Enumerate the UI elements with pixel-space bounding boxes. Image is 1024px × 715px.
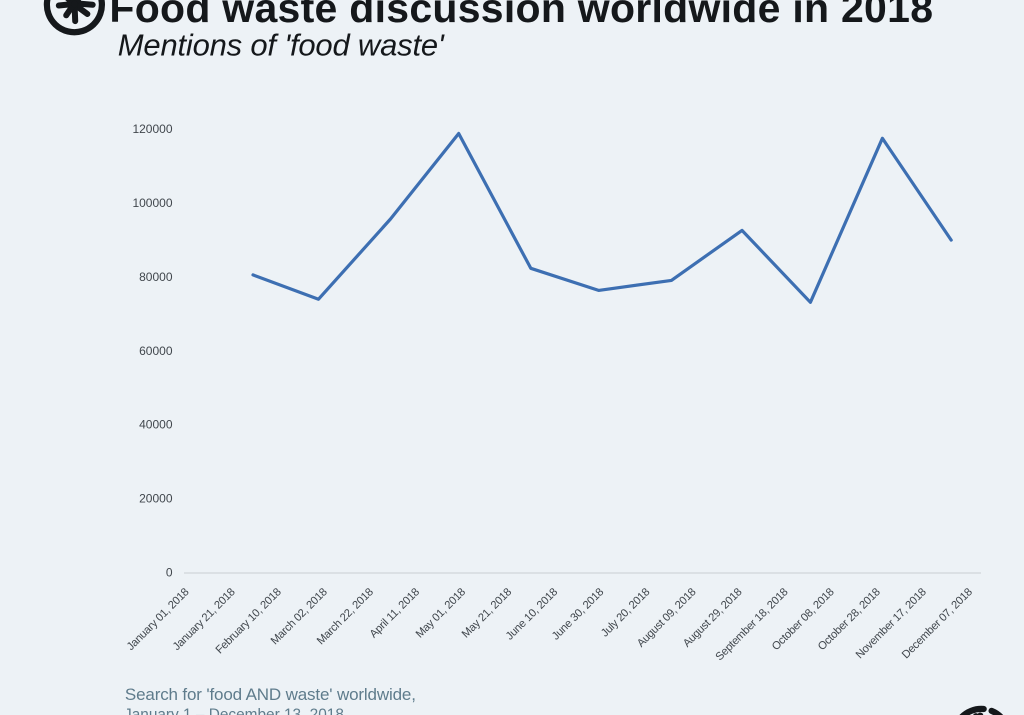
- svg-text:20000: 20000: [139, 492, 173, 506]
- svg-text:120000: 120000: [132, 122, 172, 136]
- svg-text:80000: 80000: [139, 270, 173, 284]
- svg-text:40000: 40000: [139, 418, 173, 432]
- svg-text:Search for 'food AND waste' wo: Search for 'food AND waste' worldwide,: [125, 685, 416, 704]
- svg-text:100000: 100000: [132, 196, 172, 210]
- svg-text:0: 0: [166, 566, 173, 580]
- svg-text:Mentions of 'food waste': Mentions of 'food waste': [118, 28, 445, 63]
- svg-text:Food waste discussion worldwid: Food waste discussion worldwide in 2018: [109, 0, 933, 31]
- svg-text:60000: 60000: [139, 344, 173, 358]
- svg-text:January 1 – December 13, 2018: January 1 – December 13, 2018: [124, 707, 344, 715]
